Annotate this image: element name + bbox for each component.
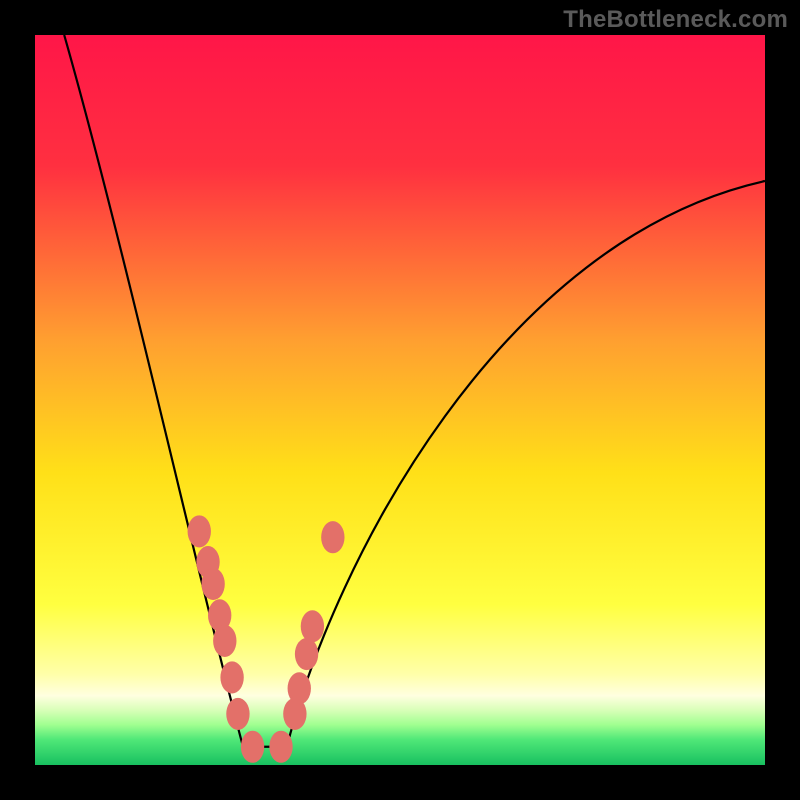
data-marker (241, 731, 264, 763)
gradient-background (35, 35, 765, 765)
data-marker (220, 661, 243, 693)
data-marker (201, 568, 224, 600)
watermark-text: TheBottleneck.com (563, 6, 788, 34)
data-marker (288, 672, 311, 704)
chart-frame: TheBottleneck.com (0, 0, 800, 800)
data-marker (269, 731, 292, 763)
bottleneck-chart (35, 35, 765, 765)
data-marker (213, 625, 236, 657)
data-marker (295, 638, 318, 670)
data-marker (226, 698, 249, 730)
data-marker (321, 521, 344, 553)
data-marker (301, 610, 324, 642)
data-marker (188, 515, 211, 547)
